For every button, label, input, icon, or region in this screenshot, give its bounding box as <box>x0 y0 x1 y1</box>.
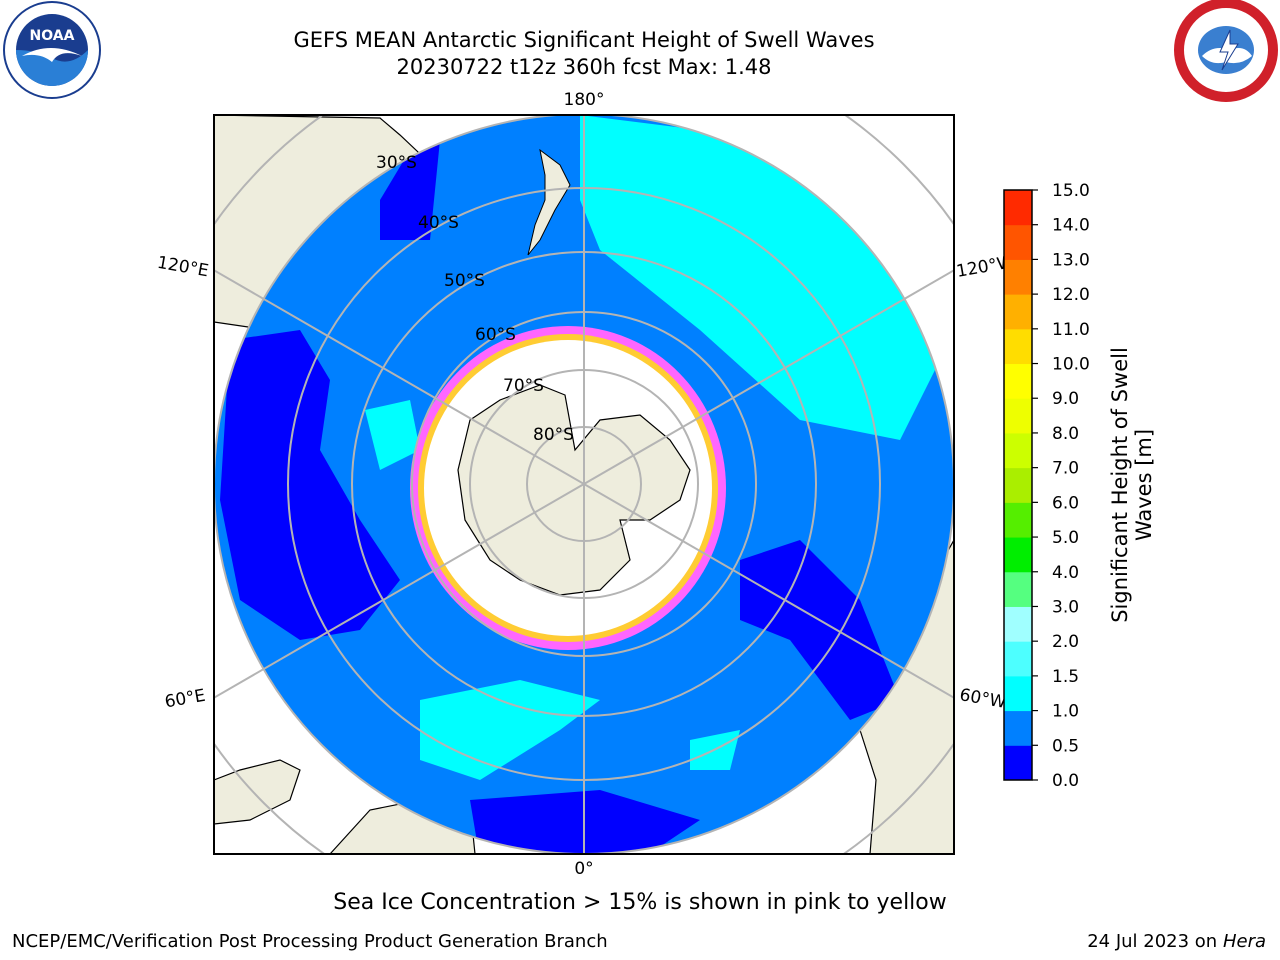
colorbar-band <box>1004 294 1032 330</box>
colorbar-band <box>1004 502 1032 538</box>
colorbar-tick-label: 9.0 <box>1052 389 1079 409</box>
colorbar-tick-label: 15.0 <box>1052 181 1090 201</box>
colorbar-band <box>1004 398 1032 434</box>
colorbar-tick-label: 3.0 <box>1052 597 1079 617</box>
colorbar-band <box>1004 675 1032 712</box>
colorbar-frame <box>1003 189 1033 781</box>
swell-indian-cyan <box>365 400 420 470</box>
lon-label-180: 180° <box>564 90 605 110</box>
noaa-logo-text: NOAA <box>30 28 75 44</box>
africa-land <box>214 759 301 825</box>
lon-label-60e: 60°E <box>163 686 207 713</box>
lat-label-80s: 80°S <box>533 425 574 445</box>
colorbar-band <box>1004 328 1032 365</box>
colorbar-label-line2: Waves [m] <box>1132 428 1156 542</box>
colorbar: 0.0 0.5 1.0 1.5 2.0 3.0 4.0 5.0 6.0 7.0 8.0 9.0 10.0… <box>1003 181 1090 791</box>
colorbar-band <box>1004 224 1032 260</box>
lat-label-50s: 50°S <box>444 271 485 291</box>
low-swell-tasman <box>380 140 440 240</box>
low-swell-indian-ocean <box>220 330 400 640</box>
noaa-logo: NOAA <box>3 1 101 99</box>
lat-label-70s: 70°S <box>503 376 544 396</box>
chart-subtitle: 20230722 t12z 360h fcst Max: 1.48 <box>396 55 772 79</box>
colorbar-band <box>1004 606 1032 642</box>
colorbar-tick-label: 8.0 <box>1052 424 1079 444</box>
map-frame <box>213 114 955 855</box>
colorbar-tick-label: 4.0 <box>1052 563 1079 583</box>
colorbar-tick-label: 7.0 <box>1052 459 1079 479</box>
colorbar-tick-label: 12.0 <box>1052 285 1090 305</box>
colorbar-tick-label: 6.0 <box>1052 493 1079 513</box>
colorbar-band <box>1004 745 1032 781</box>
lon-label-0: 0° <box>574 859 593 879</box>
colorbar-band <box>1004 259 1032 295</box>
colorbar-tick-label: 13.0 <box>1052 250 1090 270</box>
low-swell-drake <box>740 540 900 720</box>
colorbar-tick-label: 0.0 <box>1052 771 1079 791</box>
lon-label-120e: 120°E <box>156 253 210 282</box>
national-weather-service-logo <box>1174 0 1278 102</box>
colorbar-tick-label: 5.0 <box>1052 528 1079 548</box>
graticule <box>214 115 954 854</box>
colorbar-tick-label: 2.0 <box>1052 632 1079 652</box>
colorbar-band <box>1004 710 1032 746</box>
colorbar-band <box>1004 641 1032 677</box>
colorbar-band <box>1004 537 1032 573</box>
chart-title: GEFS MEAN Antarctic Significant Height o… <box>293 28 875 52</box>
machine-name: Hera <box>1222 931 1266 952</box>
colorbar-tick-label: 0.5 <box>1052 736 1079 756</box>
colorbar-band <box>1004 432 1032 469</box>
sea-ice-caption: Sea Ice Concentration > 15% is shown in … <box>333 890 947 915</box>
colorbar-label-line1: Significant Height of Swell <box>1108 347 1132 623</box>
colorbar-tick-label: 14.0 <box>1052 216 1090 236</box>
colorbar-tick-label: 10.0 <box>1052 355 1090 375</box>
lon-label-60w: 60°W <box>958 685 1008 713</box>
colorbar-label: Significant Height of Swell Waves [m] <box>1108 347 1156 623</box>
colorbar-tick-label: 11.0 <box>1052 320 1090 340</box>
colorbar-band <box>1004 571 1032 607</box>
generation-date-text: 24 Jul 2023 on <box>1087 931 1223 952</box>
colorbar-tick-label: 1.0 <box>1052 702 1079 722</box>
colorbar-band <box>1004 363 1032 399</box>
colorbar-band <box>1004 467 1032 503</box>
generation-date: 24 Jul 2023 on Hera <box>1087 931 1266 952</box>
producer-credit: NCEP/EMC/Verification Post Processing Pr… <box>12 931 608 952</box>
colorbar-band <box>1004 190 1032 226</box>
colorbar-tick-label: 1.5 <box>1052 667 1079 687</box>
new-zealand-land <box>527 148 571 256</box>
lat-label-40s: 40°S <box>418 213 459 233</box>
lat-label-30s: 30°S <box>376 153 417 173</box>
swell-pacific-cyan <box>580 115 940 440</box>
lat-label-60s: 60°S <box>475 325 516 345</box>
